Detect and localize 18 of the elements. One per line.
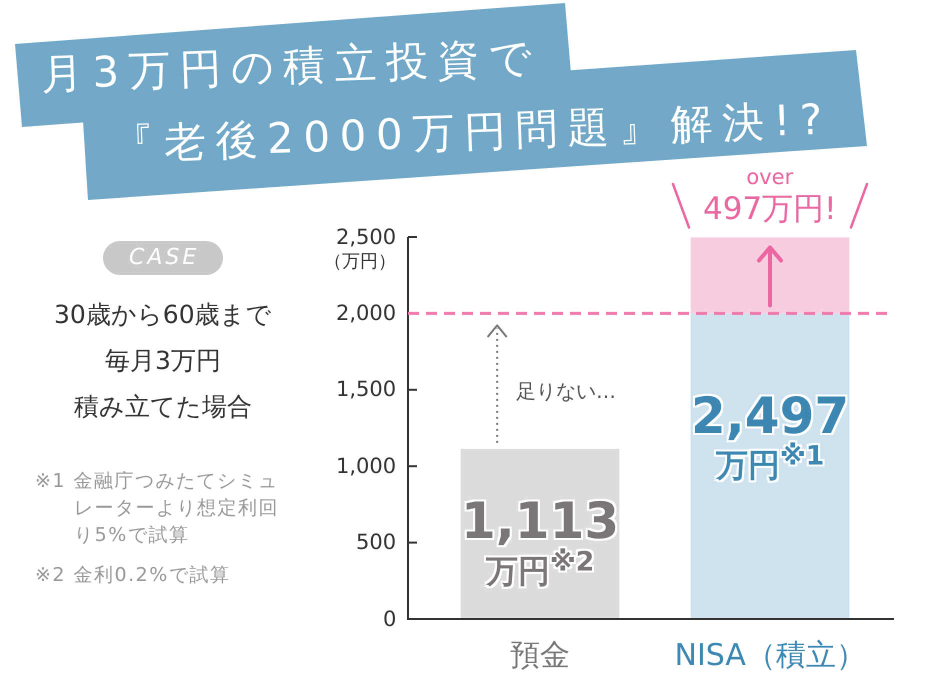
text: ※2 金利0.2%で試算: [35, 563, 232, 588]
y-axis-title: （万円）: [324, 251, 396, 272]
total-label: 1,113 万円$^{※2}$: [461, 492, 620, 590]
y-tick-label: 2,500: [336, 224, 396, 248]
annotation: 足りない…: [516, 379, 616, 404]
x-tick-label: NISA（積立）: [674, 638, 866, 672]
text: 積み立てた場合: [74, 391, 252, 423]
y-tick-label: 1,000: [336, 454, 396, 478]
text: 毎月3万円: [105, 345, 221, 377]
y-tick-label: 1,500: [336, 377, 396, 402]
text: ※1 金融庁つみたてシミュレーターより想定利回り5%で試算: [35, 469, 280, 548]
text: 30歳から60歳まで: [54, 299, 272, 331]
y-tick-label: 0: [383, 606, 396, 630]
bar: [690, 237, 850, 314]
total-label: 2,497 万円$^{※1}$: [691, 386, 850, 484]
y-tick-label: 2,000: [336, 300, 396, 325]
y-tick-label: 500: [356, 530, 396, 554]
x-tick-label: 預金: [510, 638, 570, 672]
